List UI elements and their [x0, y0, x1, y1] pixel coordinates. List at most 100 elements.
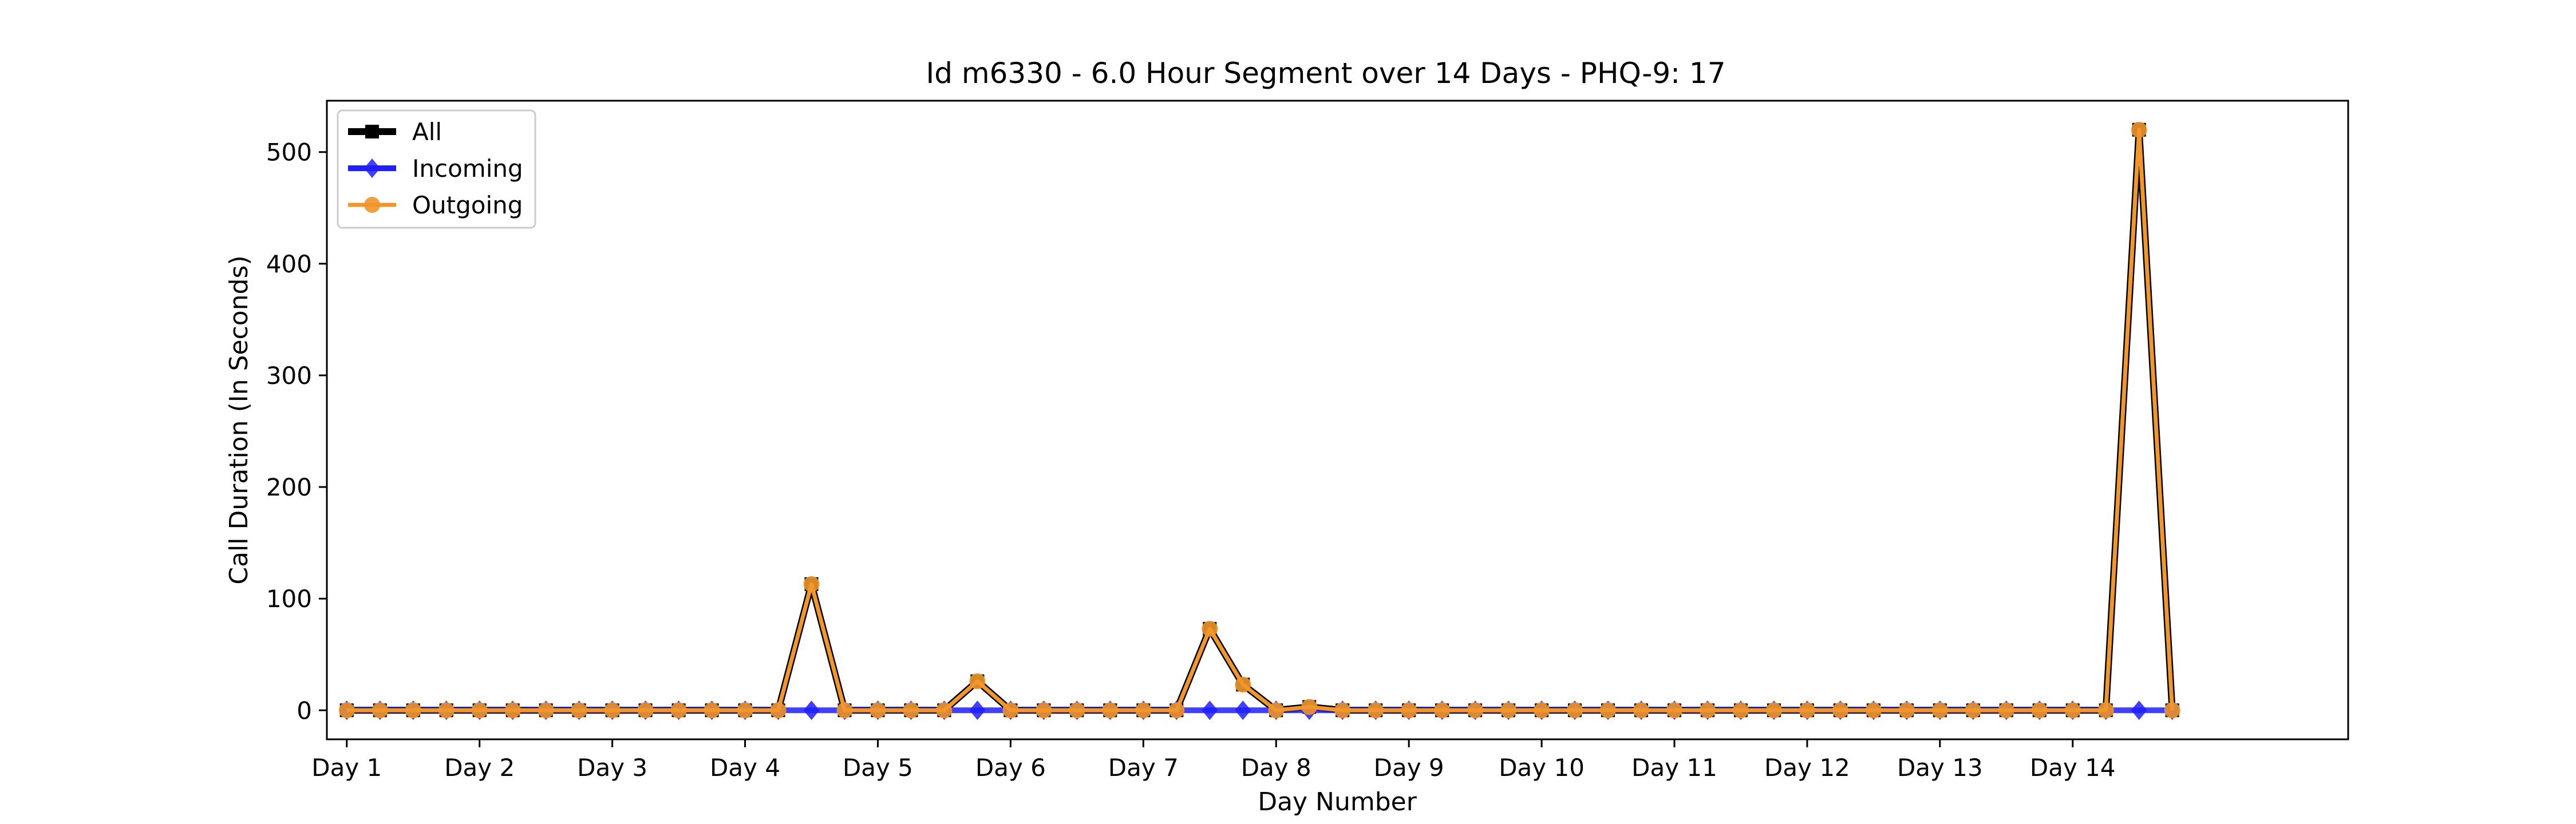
data-point-outgoing — [1500, 702, 1517, 719]
data-point-outgoing — [670, 702, 687, 719]
data-point-outgoing — [504, 702, 521, 719]
data-point-outgoing — [2131, 121, 2147, 138]
data-point-outgoing — [2097, 702, 2114, 719]
y-tick-label: 500 — [266, 138, 312, 167]
data-point-outgoing — [1135, 702, 1152, 719]
data-point-outgoing — [1567, 702, 1583, 719]
data-point-outgoing — [471, 702, 488, 719]
x-tick-label: Day 5 — [843, 754, 913, 782]
data-point-outgoing — [1268, 702, 1285, 719]
x-tick-label: Day 7 — [1108, 754, 1179, 782]
x-tick-label: Day 6 — [975, 754, 1046, 782]
data-point-incoming — [1235, 700, 1251, 720]
legend-item-incoming: Incoming — [348, 154, 523, 183]
x-tick-label: Day 2 — [444, 754, 515, 782]
legend: All Incoming Outgoing — [337, 109, 536, 229]
data-point-outgoing — [1732, 702, 1749, 719]
y-tick-label: 200 — [266, 473, 312, 501]
data-point-outgoing — [1036, 702, 1052, 719]
x-tick-label: Day 9 — [1374, 754, 1444, 782]
legend-items: All Incoming Outgoing — [348, 118, 523, 219]
data-point-outgoing — [438, 702, 455, 719]
legend-label-all: All — [412, 118, 442, 146]
legend-box — [337, 109, 536, 229]
data-point-outgoing — [969, 673, 986, 690]
data-point-outgoing — [571, 702, 587, 719]
x-tick-label: Day 1 — [311, 754, 382, 782]
data-point-outgoing — [1301, 699, 1318, 715]
series-outgoing — [338, 121, 2180, 719]
data-point-incoming — [1202, 700, 1218, 720]
data-point-outgoing — [2164, 702, 2180, 719]
data-point-outgoing — [1002, 702, 1019, 719]
data-point-outgoing — [1368, 702, 1384, 719]
legend-item-outgoing: Outgoing — [348, 191, 523, 219]
data-point-outgoing — [637, 702, 654, 719]
data-point-incoming — [2131, 700, 2147, 720]
x-tick-label: Day 4 — [710, 754, 780, 782]
plot-area-frame — [326, 100, 2349, 740]
data-point-outgoing — [1765, 702, 1782, 719]
data-point-outgoing — [1401, 702, 1417, 719]
data-point-outgoing — [1467, 702, 1484, 719]
x-axis: Day 1 Day 2 Day 3 Day 4 Day 5 Day 6 Day 7 Day 8… — [311, 739, 2116, 782]
data-point-incoming — [969, 700, 986, 720]
series-line-all — [346, 126, 2176, 714]
data-point-outgoing — [737, 702, 753, 719]
y-tick-label: 300 — [266, 362, 312, 390]
x-tick-label: Day 11 — [1631, 754, 1717, 782]
data-point-outgoing — [1069, 702, 1085, 719]
data-point-outgoing — [803, 576, 820, 592]
data-point-outgoing — [1799, 702, 1815, 719]
data-point-outgoing — [538, 702, 554, 719]
x-tick-label: Day 12 — [1764, 754, 1850, 782]
data-point-outgoing — [1832, 702, 1848, 719]
data-point-outgoing — [1931, 702, 1948, 719]
legend-label-incoming: Incoming — [412, 154, 523, 183]
data-point-outgoing — [2064, 702, 2081, 719]
x-tick-label: Day 14 — [2030, 754, 2116, 782]
series-layer — [338, 121, 2180, 720]
data-point-outgoing — [1168, 702, 1185, 719]
data-point-outgoing — [372, 702, 388, 719]
data-point-outgoing — [903, 702, 919, 719]
data-point-outgoing — [1534, 702, 1550, 719]
legend-marker-outgoing — [364, 197, 380, 213]
y-tick-label: 400 — [266, 250, 312, 278]
data-point-outgoing — [1334, 702, 1351, 719]
x-tick-label: Day 8 — [1241, 754, 1311, 782]
data-point-incoming — [803, 700, 820, 720]
y-tick-label: 100 — [266, 585, 312, 613]
data-point-outgoing — [1998, 702, 2014, 719]
data-point-outgoing — [405, 702, 421, 719]
series-all — [339, 122, 2179, 718]
data-point-outgoing — [2031, 702, 2048, 719]
data-point-outgoing — [604, 702, 621, 719]
data-point-outgoing — [1434, 702, 1451, 719]
data-point-outgoing — [1235, 676, 1251, 693]
data-point-outgoing — [936, 702, 953, 719]
chart-title: Id m6330 - 6.0 Hour Segment over 14 Days… — [926, 57, 1725, 90]
y-axis-label: Call Duration (In Seconds) — [224, 255, 254, 584]
legend-marker-all — [365, 125, 379, 138]
data-point-outgoing — [1865, 702, 1882, 719]
y-axis: 0 100 200 300 400 500 — [266, 138, 327, 724]
data-point-outgoing — [704, 702, 720, 719]
data-point-outgoing — [836, 702, 853, 719]
legend-item-all: All — [348, 118, 442, 146]
data-point-outgoing — [1965, 702, 1981, 719]
data-point-outgoing — [1633, 702, 1650, 719]
x-axis-label: Day Number — [1258, 787, 1417, 817]
data-point-outgoing — [770, 702, 787, 719]
x-tick-label: Day 13 — [1897, 754, 1983, 782]
data-point-outgoing — [1666, 702, 1682, 719]
x-tick-label: Day 10 — [1499, 754, 1585, 782]
data-point-outgoing — [1600, 702, 1617, 719]
series-line-outgoing — [346, 128, 2175, 712]
y-tick-label: 0 — [297, 696, 312, 724]
legend-label-outgoing: Outgoing — [412, 191, 523, 219]
x-tick-label: Day 3 — [577, 754, 647, 782]
data-point-outgoing — [1202, 620, 1218, 637]
data-point-outgoing — [338, 702, 355, 719]
